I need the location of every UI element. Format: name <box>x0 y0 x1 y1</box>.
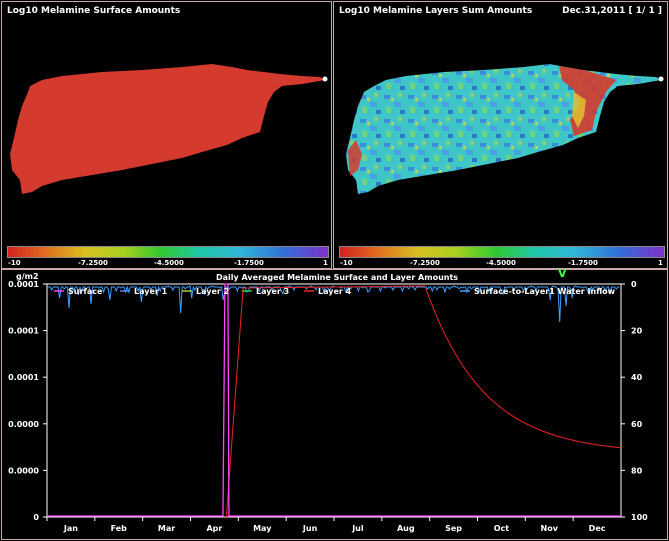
y2-tick-label: 100 <box>631 513 648 522</box>
date-label: Dec.31,2011 [ 1/ 1 ] <box>562 6 662 16</box>
layers-cb-label-4: 1 <box>658 259 663 267</box>
x-tick-label: Jan <box>63 524 78 533</box>
timeseries-chart[interactable]: 0.0001 0.0001 0.0001 0.0000 0.0000 0 0 20 40 60 8… <box>2 270 669 541</box>
x-tick-label: Mar <box>158 524 175 533</box>
legend-label: Layer 2 <box>196 287 229 296</box>
layers-map[interactable] <box>334 20 667 250</box>
surface-map-title: Log10 Melamine Surface Amounts <box>7 6 181 16</box>
surface-cb-label-1: -7.2500 <box>78 259 108 267</box>
surface-series <box>47 283 621 517</box>
layers-cb-label-3: -1.7500 <box>568 259 598 267</box>
x-tick-label: Apr <box>206 524 222 533</box>
y2-tick-label: 0 <box>631 280 637 289</box>
layers-colorbar <box>339 246 665 258</box>
x-tick-label: Jun <box>302 524 318 533</box>
surface-cb-label-2: -4.5000 <box>154 259 184 267</box>
legend-label: Layer 3 <box>256 287 289 296</box>
layers-cb-label-0: -10 <box>340 259 353 267</box>
timeseries-panel: g/m2 Daily Averaged Melamine Surface and… <box>1 267 669 541</box>
y-tick-label: 0.0001 <box>8 280 39 289</box>
layers-cb-label-2: -4.5000 <box>486 259 516 267</box>
legend-label: Layer 1 <box>134 287 168 296</box>
y-tick-label: 0 <box>33 513 39 522</box>
x-tick-label: Feb <box>111 524 128 533</box>
surface-colorbar <box>7 246 329 258</box>
layers-watershed <box>346 64 661 194</box>
x-tick-label: May <box>253 524 272 533</box>
y2-tick-label: 40 <box>631 373 643 382</box>
x-tick-label: Oct <box>494 524 510 533</box>
x-tick-label: Sep <box>445 524 462 533</box>
layers-map-panel: Log10 Melamine Layers Sum Amounts Dec.31… <box>333 1 668 269</box>
x-tick-label: Aug <box>397 524 415 533</box>
surface-cb-label-3: -1.7500 <box>234 259 264 267</box>
y-tick-label: 0.0000 <box>8 420 39 429</box>
y2-tick-label: 60 <box>631 420 643 429</box>
layers-outlet-point <box>658 76 664 82</box>
outlet-point <box>322 76 328 82</box>
y-tick-label: 0.0001 <box>8 373 39 382</box>
chart-title: Daily Averaged Melamine Surface and Laye… <box>216 273 459 282</box>
y-tick-label: 0.0000 <box>8 466 39 475</box>
x-tick-label: Dec <box>589 524 606 533</box>
layer4-series <box>225 285 622 518</box>
surface-watershed <box>10 64 325 194</box>
layers-map-title: Log10 Melamine Layers Sum Amounts <box>339 6 533 16</box>
surface-map[interactable] <box>2 20 331 250</box>
surface-cb-label-0: -10 <box>8 259 21 267</box>
legend-label: Surface <box>68 287 103 296</box>
mid-area-east <box>572 92 586 128</box>
y-axis-label: g/m2 <box>16 272 39 281</box>
x-tick-label: Jul <box>351 524 364 533</box>
water-inflow-series <box>46 285 620 323</box>
legend-label: Layer 4 <box>318 287 352 296</box>
surface-cb-label-4: 1 <box>323 259 328 267</box>
legend-label: Surface-to-Layer1 Water Inflow <box>474 287 616 296</box>
high-area-west <box>348 140 362 176</box>
y-tick-label: 0.0001 <box>8 327 39 336</box>
day-marker: V <box>558 267 567 280</box>
y2-tick-label: 80 <box>631 466 643 475</box>
y2-tick-label: 20 <box>631 327 643 336</box>
x-tick-label: Nov <box>541 524 559 533</box>
layers-cb-label-1: -7.2500 <box>410 259 440 267</box>
surface-map-panel: Log10 Melamine Surface Amounts -10 -7.25… <box>1 1 332 269</box>
plot-area <box>46 283 622 518</box>
